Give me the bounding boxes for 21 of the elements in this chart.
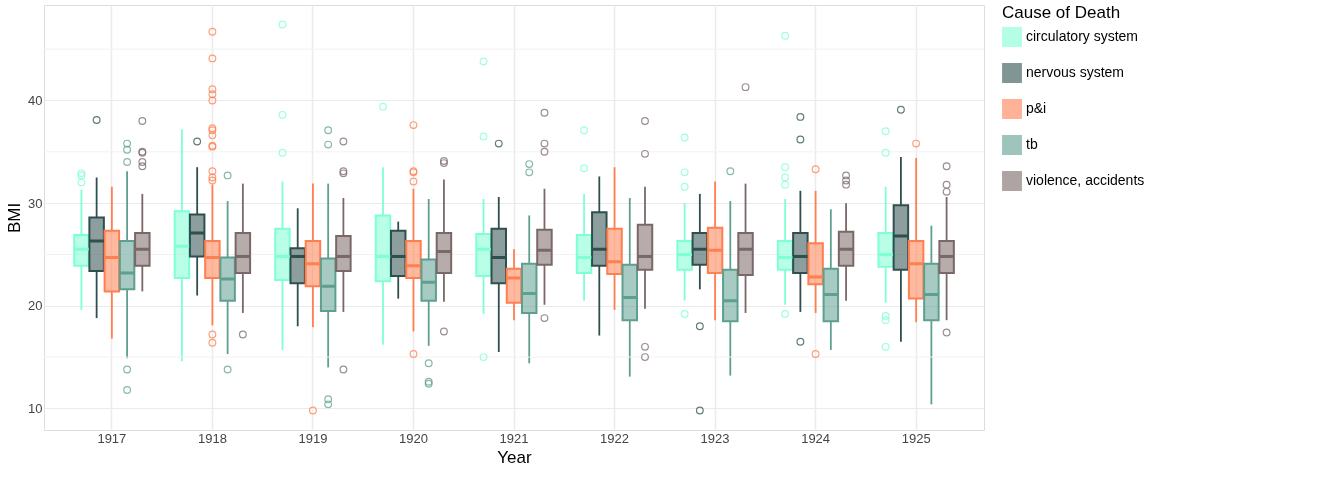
legend-label: p&i	[1026, 100, 1047, 116]
y-tick-label: 30	[28, 195, 43, 211]
x-tick-label: 1925	[901, 430, 931, 446]
legend-title: Cause of Death	[1002, 3, 1121, 22]
y-tick-label: 20	[28, 298, 43, 314]
x-tick-label: 1917	[97, 430, 127, 446]
legend-label: circulatory system	[1026, 28, 1139, 44]
x-tick-label: 1920	[399, 430, 428, 446]
x-tick-label: 1923	[700, 430, 730, 446]
x-tick-label: 1919	[298, 430, 328, 446]
x-tick-label: 1922	[600, 430, 629, 446]
legend-label: nervous system	[1026, 64, 1125, 80]
x-tick-label: 1921	[499, 430, 529, 446]
y-tick-label: 10	[28, 400, 43, 416]
legend-label: tb	[1026, 136, 1038, 152]
x-tick-label: 1918	[197, 430, 227, 446]
x-axis-title: Year	[497, 447, 533, 467]
y-axis-title: BMI	[5, 202, 25, 234]
y-tick-label: 40	[28, 92, 43, 108]
legend-label: violence, accidents	[1026, 172, 1145, 188]
x-tick-label: 1924	[801, 430, 831, 446]
